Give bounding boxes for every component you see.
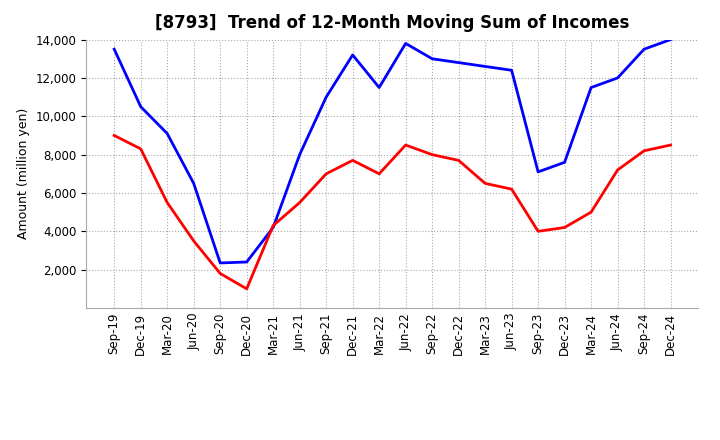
Y-axis label: Amount (million yen): Amount (million yen) (17, 108, 30, 239)
Line: Ordinary Income: Ordinary Income (114, 40, 670, 263)
Ordinary Income (348, 52, 357, 58)
Ordinary Income (534, 169, 542, 175)
Ordinary Income (481, 64, 490, 69)
Ordinary Income (295, 152, 304, 157)
Ordinary Income (428, 56, 436, 62)
Net Income (322, 171, 330, 176)
Net Income (613, 167, 622, 172)
Ordinary Income (587, 85, 595, 90)
Net Income (587, 209, 595, 215)
Net Income (295, 200, 304, 205)
Ordinary Income (640, 47, 649, 52)
Net Income (534, 229, 542, 234)
Net Income (428, 152, 436, 157)
Net Income (216, 271, 225, 276)
Net Income (375, 171, 384, 176)
Net Income (560, 225, 569, 230)
Net Income (348, 158, 357, 163)
Ordinary Income (163, 131, 171, 136)
Net Income (454, 158, 463, 163)
Net Income (243, 286, 251, 291)
Ordinary Income (454, 60, 463, 65)
Ordinary Income (322, 95, 330, 100)
Ordinary Income (110, 47, 119, 52)
Ordinary Income (136, 104, 145, 109)
Net Income (189, 238, 198, 244)
Net Income (136, 146, 145, 151)
Ordinary Income (401, 41, 410, 46)
Ordinary Income (269, 225, 277, 230)
Ordinary Income (189, 181, 198, 186)
Line: Net Income: Net Income (114, 136, 670, 289)
Net Income (401, 143, 410, 148)
Ordinary Income (216, 260, 225, 266)
Net Income (640, 148, 649, 154)
Net Income (110, 133, 119, 138)
Ordinary Income (613, 75, 622, 81)
Net Income (481, 181, 490, 186)
Net Income (163, 200, 171, 205)
Net Income (508, 187, 516, 192)
Ordinary Income (375, 85, 384, 90)
Ordinary Income (508, 68, 516, 73)
Ordinary Income (243, 259, 251, 264)
Ordinary Income (666, 37, 675, 42)
Net Income (666, 143, 675, 148)
Net Income (269, 223, 277, 228)
Title: [8793]  Trend of 12-Month Moving Sum of Incomes: [8793] Trend of 12-Month Moving Sum of I… (156, 15, 629, 33)
Ordinary Income (560, 160, 569, 165)
